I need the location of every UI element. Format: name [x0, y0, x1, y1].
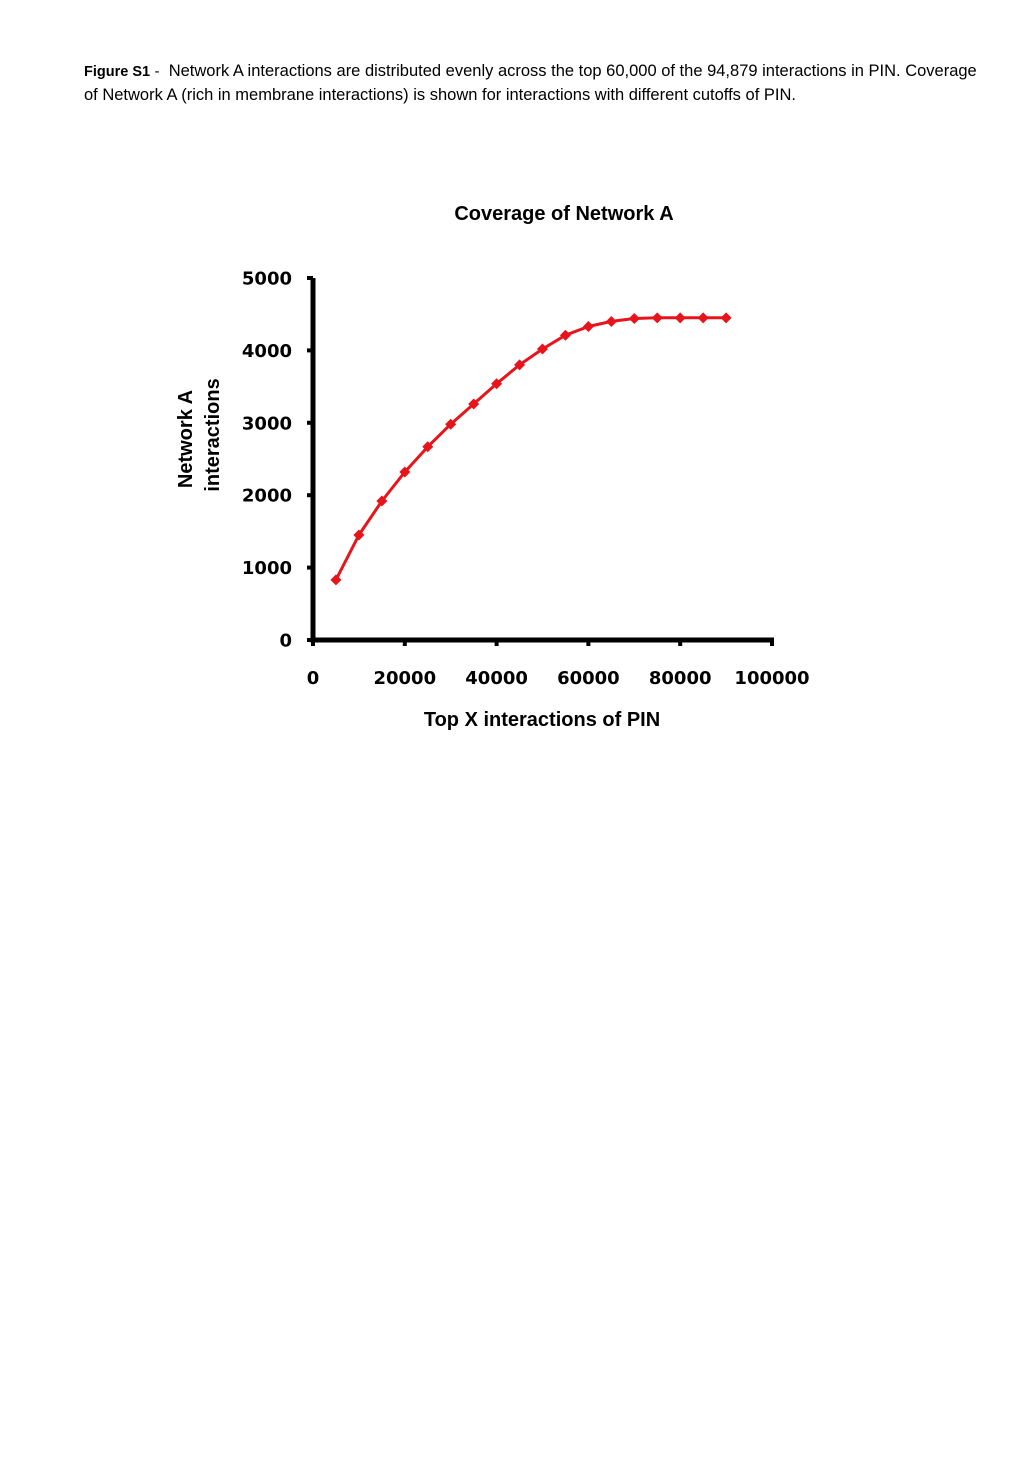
y-tick-label: 0: [279, 631, 292, 652]
y-tick-label: 2000: [242, 486, 292, 507]
data-point: [651, 312, 663, 324]
data-point: [628, 313, 640, 325]
data-point: [514, 359, 526, 371]
y-tick-label: 4000: [242, 341, 292, 362]
figure-label: Figure S1: [84, 64, 151, 80]
figure-caption: Figure S1 - Network A interactions are d…: [84, 60, 984, 106]
x-tick-label: 100000: [734, 668, 809, 689]
x-tick-label: 20000: [373, 668, 436, 689]
data-point: [674, 312, 686, 324]
data-point: [399, 466, 411, 478]
data-point: [537, 343, 548, 355]
series-line: [334, 316, 727, 581]
x-tick-label: 80000: [649, 668, 712, 689]
y-tick-label: 5000: [242, 269, 292, 290]
data-point: [720, 312, 732, 324]
data-point: [468, 398, 480, 410]
y-axis-label-line-2: interactions: [202, 378, 224, 491]
data-point: [559, 329, 571, 341]
caption-separator: -: [154, 64, 160, 80]
chart-title: Coverage of Network A: [454, 203, 673, 225]
data-point: [330, 574, 342, 586]
chart-ticks: 0 1000 2000 3000 4000 5000 0 20000 40000 60000 800…: [242, 269, 810, 690]
data-point: [445, 418, 457, 430]
data-point: [353, 529, 365, 541]
y-tick-label: 3000: [242, 413, 292, 434]
x-tick-label: 0: [307, 668, 320, 689]
x-tick-label: 60000: [557, 668, 620, 689]
data-point: [605, 315, 617, 327]
caption-text: Network A interactions are distributed e…: [84, 62, 977, 104]
x-axis-label: Top X interactions of PIN: [424, 709, 660, 731]
data-point: [582, 321, 594, 333]
data-point: [491, 378, 503, 390]
x-tick-label: 40000: [465, 668, 528, 689]
y-axis-label-line-1: Network A: [175, 390, 197, 488]
y-axis-label: Network A interactions: [175, 378, 224, 491]
chart-series: [330, 312, 732, 586]
y-tick-label: 1000: [242, 558, 292, 579]
data-point: [422, 441, 434, 453]
chart-axes: [310, 278, 774, 643]
data-point: [376, 495, 388, 507]
data-point: [697, 312, 709, 324]
